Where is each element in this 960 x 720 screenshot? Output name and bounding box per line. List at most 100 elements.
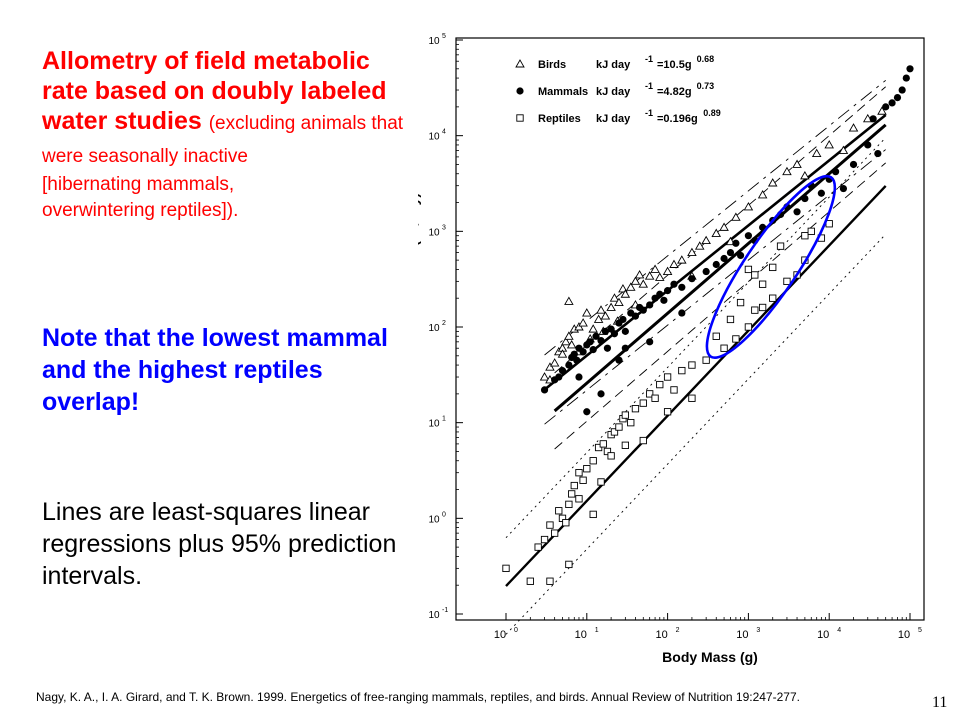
- legend-marker-mammals: [516, 87, 524, 95]
- reptiles-point: [720, 344, 728, 352]
- reptiles-point: [540, 535, 549, 544]
- legend-equation-rhs: =10.5g: [657, 59, 692, 71]
- mammals-point: [601, 327, 610, 335]
- birds-point: [596, 305, 606, 314]
- birds-point: [609, 293, 620, 302]
- birds-point: [600, 311, 611, 320]
- mammals-point: [888, 99, 896, 107]
- mammals-point: [570, 350, 578, 358]
- x-axis-label: Body Mass (g): [662, 649, 758, 665]
- birds-point: [539, 372, 550, 381]
- heading-note-line2: [hibernating mammals,: [42, 174, 235, 195]
- reptiles-point: [546, 577, 554, 585]
- reptiles-point: [758, 303, 767, 312]
- reptiles-point: [712, 332, 720, 340]
- reptiles-point: [783, 277, 791, 286]
- reptiles-point: [502, 564, 510, 573]
- x-tick-label-3: 10: [736, 629, 748, 641]
- legend-marker-reptiles: [516, 114, 524, 122]
- legend-label-mammals: Mammals: [538, 86, 588, 98]
- reptiles-point: [607, 452, 615, 460]
- overlap-note: Note that the lowest mammal and the high…: [42, 324, 388, 416]
- reptiles-point: [656, 380, 664, 389]
- fmr-allometry-chart: 10 0 10 1 10 2 10 3 10 4 10 510 -110 010 110 210 310 410 5…: [418, 33, 925, 665]
- title-block: Allometry of field metabolic rate based …: [42, 46, 414, 224]
- mammals-point: [864, 141, 872, 149]
- mammals-point: [793, 208, 801, 216]
- birds-point: [582, 308, 592, 317]
- mammals-point: [540, 386, 549, 394]
- mammals-point: [702, 267, 710, 276]
- mammals-point: [589, 346, 597, 354]
- reptiles-point: [610, 428, 619, 436]
- reptiles-point: [726, 315, 735, 324]
- reptiles-point: [599, 440, 607, 448]
- mammals-point: [575, 373, 583, 381]
- heading-text: Allometry of field metabolic rate based …: [42, 47, 387, 135]
- reptiles-point: [807, 227, 815, 235]
- mammals-point: [688, 275, 696, 283]
- mammals-point: [656, 290, 664, 298]
- birds-point: [574, 322, 584, 331]
- reptiles-point: [651, 394, 659, 402]
- reptiles-point: [736, 298, 745, 307]
- legend-equation-birds: kJ day: [596, 59, 631, 71]
- legend-marker-birds: [515, 59, 525, 68]
- reptiles-point: [526, 577, 534, 585]
- mammals-point: [874, 149, 882, 158]
- mammals-point: [610, 330, 619, 338]
- reptiles-point: [732, 335, 740, 343]
- birds-point: [669, 259, 679, 268]
- reptiles-point: [663, 408, 672, 416]
- regression-note: Lines are least-squares linear regressio…: [42, 498, 397, 590]
- reptiles-point: [565, 500, 573, 509]
- reptiles-point: [621, 411, 630, 419]
- birds-point: [731, 212, 741, 221]
- reptiles-point: [670, 386, 678, 394]
- mammals-point: [839, 184, 848, 193]
- reptiles-point: [583, 465, 591, 473]
- y-tick-label-5: 10: [428, 132, 440, 143]
- mammals-point: [720, 254, 728, 263]
- birds-point: [782, 166, 792, 176]
- y-tick-exp-3: 2: [442, 320, 446, 327]
- mammals-point: [592, 332, 600, 340]
- legend-equation-exp: -1: [645, 54, 653, 64]
- mammals-point: [712, 260, 720, 269]
- legend-equation-rhs: =0.196g: [657, 113, 698, 125]
- x-tick-exp-1: 1: [595, 627, 599, 634]
- y-tick-label-0: 10: [428, 610, 440, 621]
- reptiles-point: [639, 436, 647, 445]
- page-number: 11: [932, 694, 948, 711]
- x-tick-label-4: 10: [817, 629, 829, 641]
- mammals-point: [555, 373, 563, 381]
- y-tick-label-3: 10: [428, 323, 440, 334]
- mammals-point: [603, 344, 612, 352]
- reptiles-point: [702, 356, 710, 364]
- mammals-point: [615, 356, 623, 364]
- reptiles-point: [550, 529, 559, 537]
- mammals-point: [579, 348, 587, 356]
- mammals-point: [817, 189, 825, 197]
- overlap-highlight-ellipse: [705, 174, 837, 359]
- reptiles-point: [565, 560, 573, 569]
- reptiles-point: [568, 490, 576, 498]
- birds-point: [614, 297, 624, 307]
- birds-point: [838, 145, 849, 154]
- reptiles-point: [562, 519, 570, 527]
- x-tick-label-5: 10: [898, 629, 910, 641]
- mammals-point: [639, 306, 647, 314]
- birds-point: [767, 178, 778, 187]
- slide-heading: Allometry of field metabolic rate based …: [42, 46, 414, 172]
- reptiles-point: [751, 271, 759, 279]
- reptiles-point: [646, 390, 654, 398]
- birds-point: [644, 271, 655, 280]
- mammals-point: [646, 301, 654, 309]
- y-tick-exp-1: 0: [442, 511, 446, 518]
- reptiles-point: [555, 507, 563, 515]
- birds-point: [606, 302, 616, 311]
- mammals-point: [651, 294, 659, 302]
- mammals-point: [831, 168, 840, 176]
- birds-point: [811, 148, 822, 158]
- birds-point: [625, 282, 636, 291]
